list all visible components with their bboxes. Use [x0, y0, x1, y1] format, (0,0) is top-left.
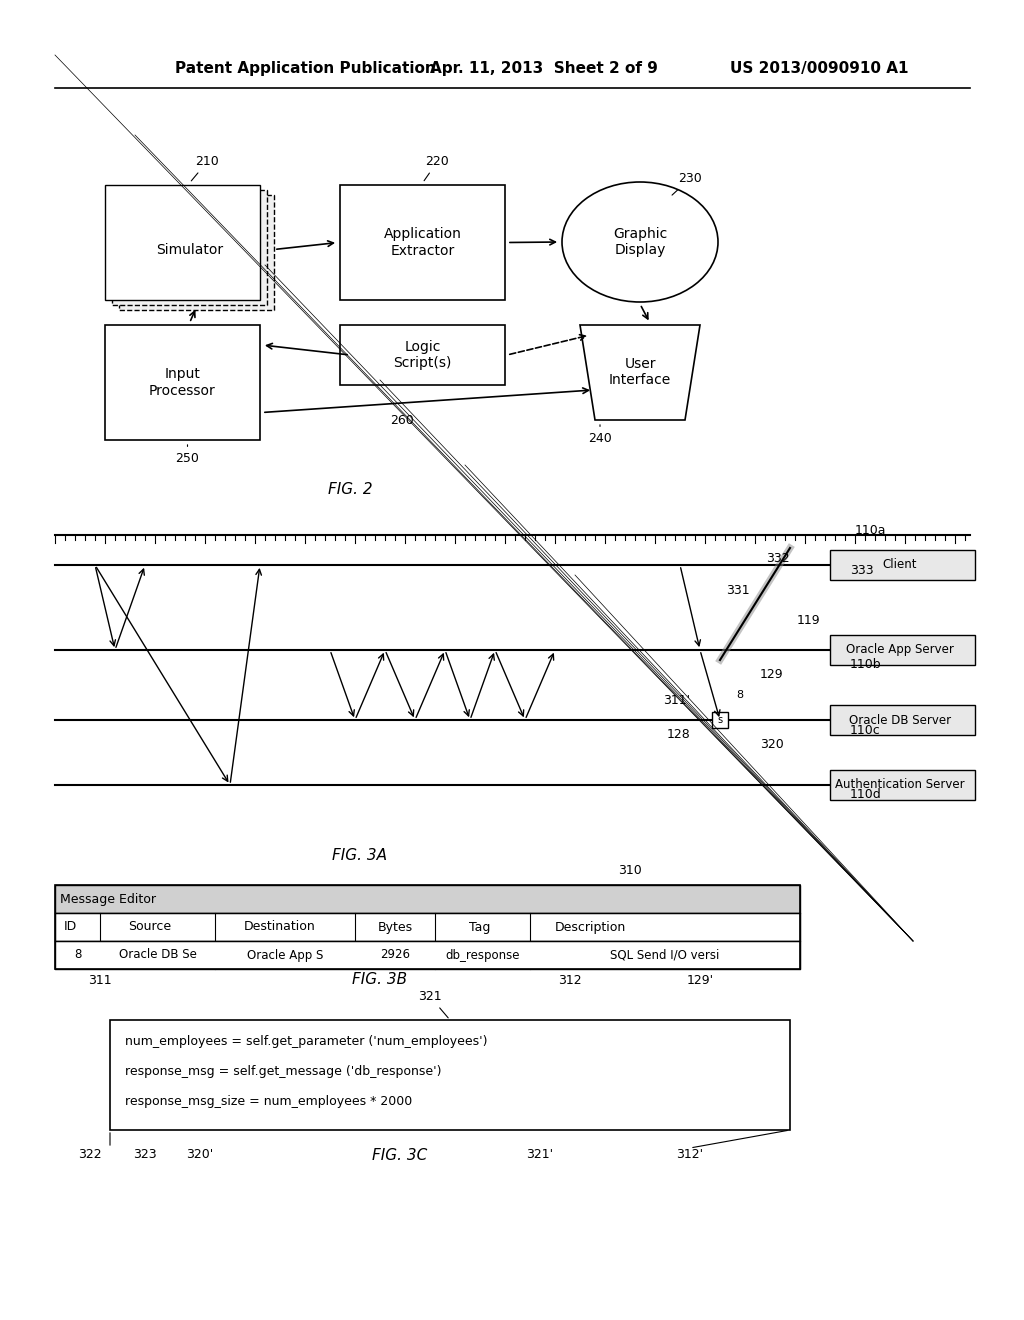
FancyBboxPatch shape — [830, 770, 975, 800]
Text: 128: 128 — [667, 729, 690, 742]
Text: 110b: 110b — [850, 659, 882, 672]
Text: response_msg_size = num_employees * 2000: response_msg_size = num_employees * 2000 — [125, 1096, 413, 1109]
Text: SQL Send I/O versi: SQL Send I/O versi — [610, 949, 720, 961]
Text: 320: 320 — [760, 738, 783, 751]
Text: db_response: db_response — [445, 949, 520, 961]
Text: 110a: 110a — [855, 524, 887, 536]
Text: 311': 311' — [663, 693, 690, 706]
FancyBboxPatch shape — [340, 325, 505, 385]
Text: 320': 320' — [186, 1148, 214, 1162]
Text: 321': 321' — [526, 1148, 554, 1162]
Text: num_employees = self.get_parameter ('num_employees'): num_employees = self.get_parameter ('num… — [125, 1035, 487, 1048]
Text: 321: 321 — [418, 990, 449, 1018]
Text: 260: 260 — [390, 413, 414, 426]
Text: 322: 322 — [78, 1148, 101, 1162]
Text: 240: 240 — [588, 425, 612, 445]
FancyBboxPatch shape — [119, 195, 274, 310]
Text: 333: 333 — [850, 564, 873, 577]
Text: 332: 332 — [766, 552, 790, 565]
FancyBboxPatch shape — [340, 185, 505, 300]
Text: Oracle DB Se: Oracle DB Se — [119, 949, 197, 961]
Text: 119: 119 — [797, 614, 820, 627]
Text: ID: ID — [63, 920, 77, 933]
Text: 311: 311 — [88, 974, 112, 986]
Text: Oracle DB Server: Oracle DB Server — [849, 714, 951, 726]
Text: 129': 129' — [686, 974, 714, 986]
Text: Oracle App Server: Oracle App Server — [846, 644, 954, 656]
Text: Message Editor: Message Editor — [60, 892, 156, 906]
Text: Patent Application Publication: Patent Application Publication — [175, 61, 436, 75]
FancyBboxPatch shape — [712, 711, 728, 729]
Text: 129: 129 — [760, 668, 783, 681]
Text: 323: 323 — [133, 1148, 157, 1162]
Text: User
Interface: User Interface — [609, 356, 671, 387]
FancyBboxPatch shape — [830, 550, 975, 579]
Text: 331: 331 — [726, 583, 750, 597]
Text: Logic
Script(s): Logic Script(s) — [393, 339, 452, 370]
Text: 110d: 110d — [850, 788, 882, 801]
Text: Apr. 11, 2013  Sheet 2 of 9: Apr. 11, 2013 Sheet 2 of 9 — [430, 61, 657, 75]
Text: 110c: 110c — [850, 723, 881, 737]
FancyBboxPatch shape — [55, 941, 800, 969]
FancyBboxPatch shape — [110, 1020, 790, 1130]
Text: Input
Processor: Input Processor — [150, 367, 216, 397]
Text: s: s — [718, 715, 723, 725]
Text: Simulator: Simulator — [156, 243, 223, 256]
Text: Authentication Server: Authentication Server — [836, 779, 965, 792]
Text: Destination: Destination — [244, 920, 315, 933]
Text: Description: Description — [554, 920, 626, 933]
Text: 310: 310 — [618, 863, 642, 876]
Text: 230: 230 — [672, 172, 701, 195]
FancyBboxPatch shape — [830, 635, 975, 665]
FancyBboxPatch shape — [55, 913, 800, 941]
Text: 8: 8 — [74, 949, 81, 961]
Ellipse shape — [562, 182, 718, 302]
Text: Oracle App S: Oracle App S — [247, 949, 324, 961]
Text: US 2013/0090910 A1: US 2013/0090910 A1 — [730, 61, 908, 75]
Text: Graphic
Display: Graphic Display — [613, 227, 667, 257]
Text: Tag: Tag — [469, 920, 490, 933]
FancyBboxPatch shape — [112, 190, 267, 305]
Text: FIG. 3C: FIG. 3C — [373, 1147, 428, 1163]
Text: 8: 8 — [736, 690, 743, 700]
Text: response_msg = self.get_message ('db_response'): response_msg = self.get_message ('db_res… — [125, 1065, 441, 1078]
Text: FIG. 3A: FIG. 3A — [333, 847, 387, 862]
Text: Application
Extractor: Application Extractor — [384, 227, 462, 257]
Text: FIG. 2: FIG. 2 — [328, 483, 373, 498]
FancyBboxPatch shape — [830, 705, 975, 735]
FancyBboxPatch shape — [55, 884, 800, 913]
Text: Client: Client — [883, 558, 918, 572]
Polygon shape — [580, 325, 700, 420]
Text: 312': 312' — [677, 1148, 703, 1162]
FancyBboxPatch shape — [105, 325, 260, 440]
Text: 250: 250 — [175, 445, 200, 465]
Text: 210: 210 — [191, 154, 219, 181]
Text: 220: 220 — [424, 154, 450, 181]
Text: Bytes: Bytes — [378, 920, 413, 933]
Text: Source: Source — [128, 920, 172, 933]
Text: 312: 312 — [558, 974, 582, 986]
FancyBboxPatch shape — [105, 185, 260, 300]
Text: 2926: 2926 — [380, 949, 410, 961]
Text: FIG. 3B: FIG. 3B — [352, 973, 408, 987]
